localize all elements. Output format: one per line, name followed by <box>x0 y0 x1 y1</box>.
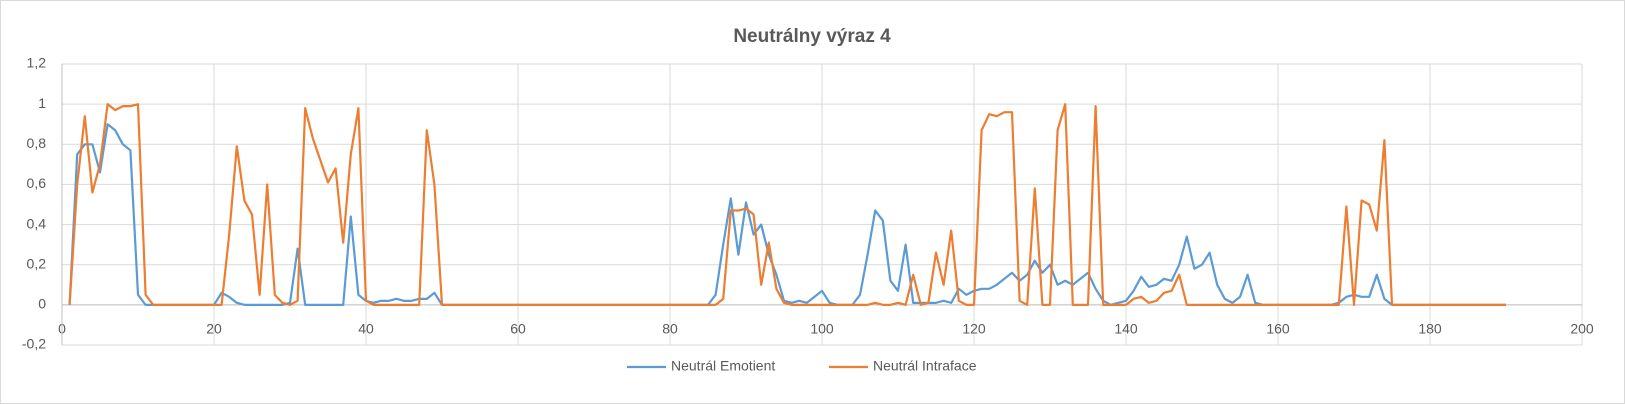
y-tick-label: 0,2 <box>27 255 47 271</box>
y-tick-label: 0 <box>38 296 46 312</box>
y-tick-label: 0,4 <box>27 215 47 231</box>
legend-label: Neutrál Intraface <box>873 358 977 374</box>
x-tick-label: 120 <box>962 321 986 337</box>
x-tick-label: 160 <box>1266 321 1290 337</box>
x-tick-label: 60 <box>510 321 526 337</box>
x-tick-label: 140 <box>1114 321 1138 337</box>
y-tick-label: -0,2 <box>22 336 46 352</box>
y-tick-label: 1,2 <box>27 55 47 71</box>
line-series <box>68 103 1506 306</box>
y-tick-label: 1 <box>38 95 46 111</box>
x-tick-label: 80 <box>662 321 678 337</box>
y-tick-label: 0,6 <box>27 175 47 191</box>
x-tick-label: 180 <box>1418 321 1442 337</box>
chart-title: Neutrálny výraz 4 <box>733 26 891 47</box>
legend-label: Neutrál Emotient <box>671 358 775 374</box>
x-tick-label: 20 <box>206 321 222 337</box>
x-tick-label: 40 <box>358 321 374 337</box>
x-tick-label: 200 <box>1570 321 1594 337</box>
y-tick-label: 0,8 <box>27 135 47 151</box>
x-tick-label: 100 <box>810 321 834 337</box>
